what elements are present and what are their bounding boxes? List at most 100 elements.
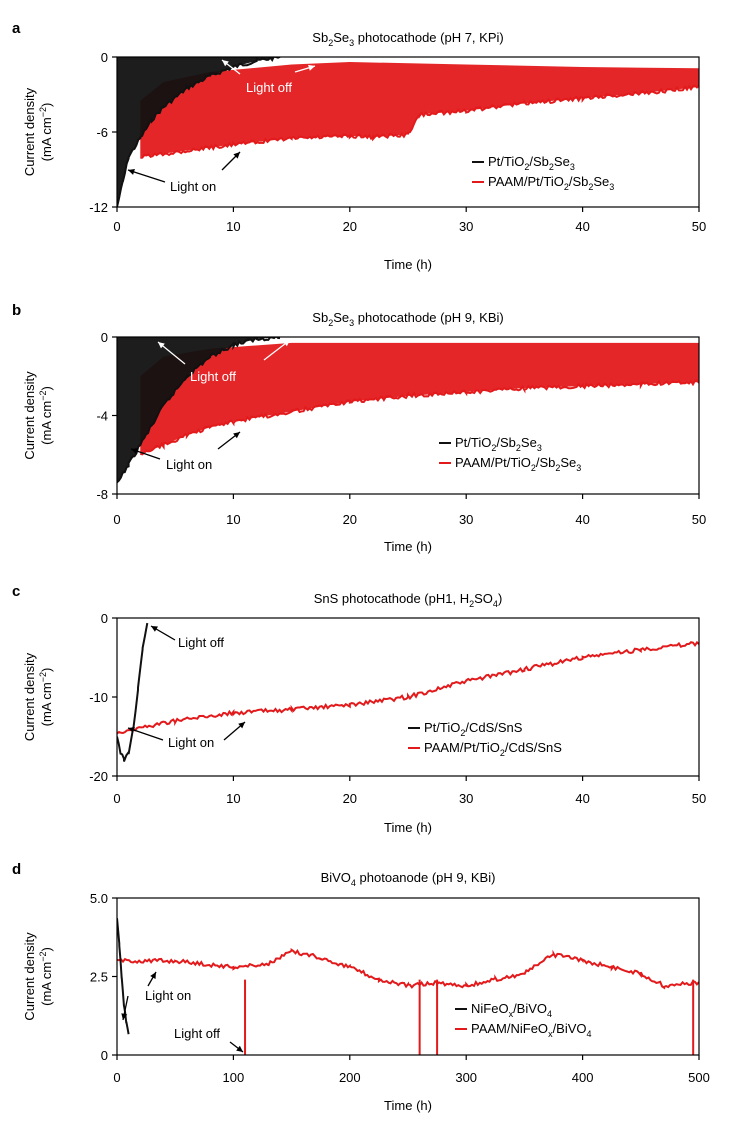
- legend-label: PAAM/Pt/TiO2/Sb2Se3: [488, 174, 614, 192]
- chart-panel-b: b Sb2Se3 photocathode (pH 9, KBi) 0 10 20 30 4…: [12, 302, 706, 554]
- annotation-light-on: Light on: [166, 457, 212, 472]
- plot-area: [117, 918, 699, 1055]
- arrow-head: [283, 340, 290, 347]
- x-tick-label: 0: [113, 1070, 120, 1085]
- annotation-light-off: Light off: [190, 369, 236, 384]
- x-axis-label: Time (h): [384, 257, 432, 272]
- series-line-paam: [117, 948, 699, 990]
- y-tick-label: -12: [89, 200, 108, 215]
- x-tick-label: 10: [226, 219, 240, 234]
- y-axis-label: Current density (mA cm−2): [22, 652, 54, 741]
- x-tick-label: 20: [343, 791, 357, 806]
- y-axis-unit: (mA cm−2): [38, 947, 54, 1006]
- panel-label: b: [12, 302, 21, 319]
- series-line-control: [117, 918, 130, 1035]
- legend-label: PAAM/Pt/TiO2/CdS/SnS: [424, 740, 562, 758]
- panel-label: d: [12, 861, 21, 878]
- arrow-head: [236, 1045, 243, 1052]
- annotation-light-on: Light on: [168, 735, 214, 750]
- x-tick-label: 50: [692, 512, 706, 527]
- y-tick-label: 0: [101, 50, 108, 65]
- y-axis-label-text: Current density: [22, 652, 37, 741]
- x-tick-label: 0: [113, 791, 120, 806]
- x-axis-label: Time (h): [384, 539, 432, 554]
- x-tick-label: 10: [226, 791, 240, 806]
- legend-label: PAAM/Pt/TiO2/Sb2Se3: [455, 455, 581, 473]
- arrow-head: [158, 342, 165, 349]
- x-tick-label: 20: [343, 512, 357, 527]
- annotation-light-off: Light off: [174, 1026, 220, 1041]
- x-tick-label: 30: [459, 512, 473, 527]
- x-tick-label: 30: [459, 791, 473, 806]
- series-band-control: [117, 337, 280, 485]
- arrow-head: [308, 64, 315, 71]
- x-tick-label: 200: [339, 1070, 361, 1085]
- x-tick-label: 40: [575, 791, 589, 806]
- annotation-light-off: Light off: [246, 80, 292, 95]
- arrow-head: [233, 152, 240, 159]
- arrow-head: [128, 169, 135, 175]
- series-line-control: [117, 337, 281, 483]
- chart-title: SnS photocathode (pH1, H2SO4): [314, 591, 503, 609]
- y-axis-label-text: Current density: [22, 932, 37, 1021]
- annotation-light-off: Light off: [178, 635, 224, 650]
- y-axis-label: Current density (mA cm−2): [22, 932, 54, 1021]
- x-tick-label: 0: [113, 219, 120, 234]
- y-tick-label: 2.5: [90, 970, 108, 985]
- series-band-control: [117, 57, 280, 207]
- panel-label: a: [12, 20, 21, 37]
- x-tick-label: 10: [226, 512, 240, 527]
- chart-panel-c: c SnS photocathode (pH1, H2SO4) 0 10 20 30 40 5…: [12, 583, 706, 835]
- chart-title: BiVO4 photoanode (pH 9, KBi): [321, 870, 496, 888]
- x-tick-label: 500: [688, 1070, 710, 1085]
- panel-label: c: [12, 583, 20, 600]
- legend-label: Pt/TiO2/CdS/SnS: [424, 720, 523, 738]
- x-axis-label: Time (h): [384, 820, 432, 835]
- y-tick-label: -20: [89, 769, 108, 784]
- x-axis-label: Time (h): [384, 1098, 432, 1113]
- x-tick-label: 40: [575, 512, 589, 527]
- series-line-control: [117, 622, 149, 762]
- y-tick-label: 0: [101, 330, 108, 345]
- x-tick-label: 50: [692, 791, 706, 806]
- plot-area: [117, 57, 699, 207]
- y-tick-label: -6: [96, 125, 108, 140]
- y-axis-unit: (mA cm−2): [38, 386, 54, 445]
- arrow-head: [222, 60, 229, 67]
- series-band-paam: [140, 62, 699, 157]
- y-tick-label: 0: [101, 1048, 108, 1063]
- x-tick-label: 100: [223, 1070, 245, 1085]
- arrow-head: [150, 972, 156, 979]
- y-axis-label: Current density (mA cm−2): [22, 371, 54, 460]
- series-line-paam: [140, 84, 699, 159]
- x-tick-label: 20: [343, 219, 357, 234]
- y-tick-label: -8: [96, 487, 108, 502]
- y-axis-unit: (mA cm−2): [38, 668, 54, 727]
- arrow-head: [233, 432, 240, 439]
- x-tick-label: 30: [459, 219, 473, 234]
- x-tick-label: 300: [455, 1070, 477, 1085]
- arrow-head: [121, 1013, 128, 1020]
- series-line-paam: [117, 640, 699, 735]
- plot-area: [117, 337, 699, 485]
- y-axis-label-text: Current density: [22, 371, 37, 460]
- legend-label: PAAM/NiFeOx/BiVO4: [471, 1021, 592, 1039]
- y-axis-unit: (mA cm−2): [38, 103, 54, 162]
- annotation-light-on: Light on: [145, 988, 191, 1003]
- series-line-paam: [139, 379, 699, 456]
- chart-panel-a: a Sb2Se3 photocathode (pH 7, KPi) 0 10 20 30 4…: [12, 20, 706, 272]
- plot-area: [117, 622, 699, 762]
- chart-title: Sb2Se3 photocathode (pH 7, KPi): [312, 30, 503, 48]
- legend-label: Pt/TiO2/Sb2Se3: [455, 435, 542, 453]
- x-tick-label: 40: [575, 219, 589, 234]
- y-tick-label: 0: [101, 611, 108, 626]
- arrow-head: [131, 448, 138, 454]
- arrow-head: [238, 722, 245, 729]
- series-line-control: [117, 57, 281, 207]
- annotation-arrow: [127, 169, 166, 183]
- y-tick-label: -4: [96, 409, 108, 424]
- x-tick-label: 50: [692, 219, 706, 234]
- y-axis-label-text: Current density: [22, 87, 37, 176]
- chart-panel-d: d BiVO4 photoanode (pH 9, KBi) 0 100 200 300 4…: [12, 861, 710, 1113]
